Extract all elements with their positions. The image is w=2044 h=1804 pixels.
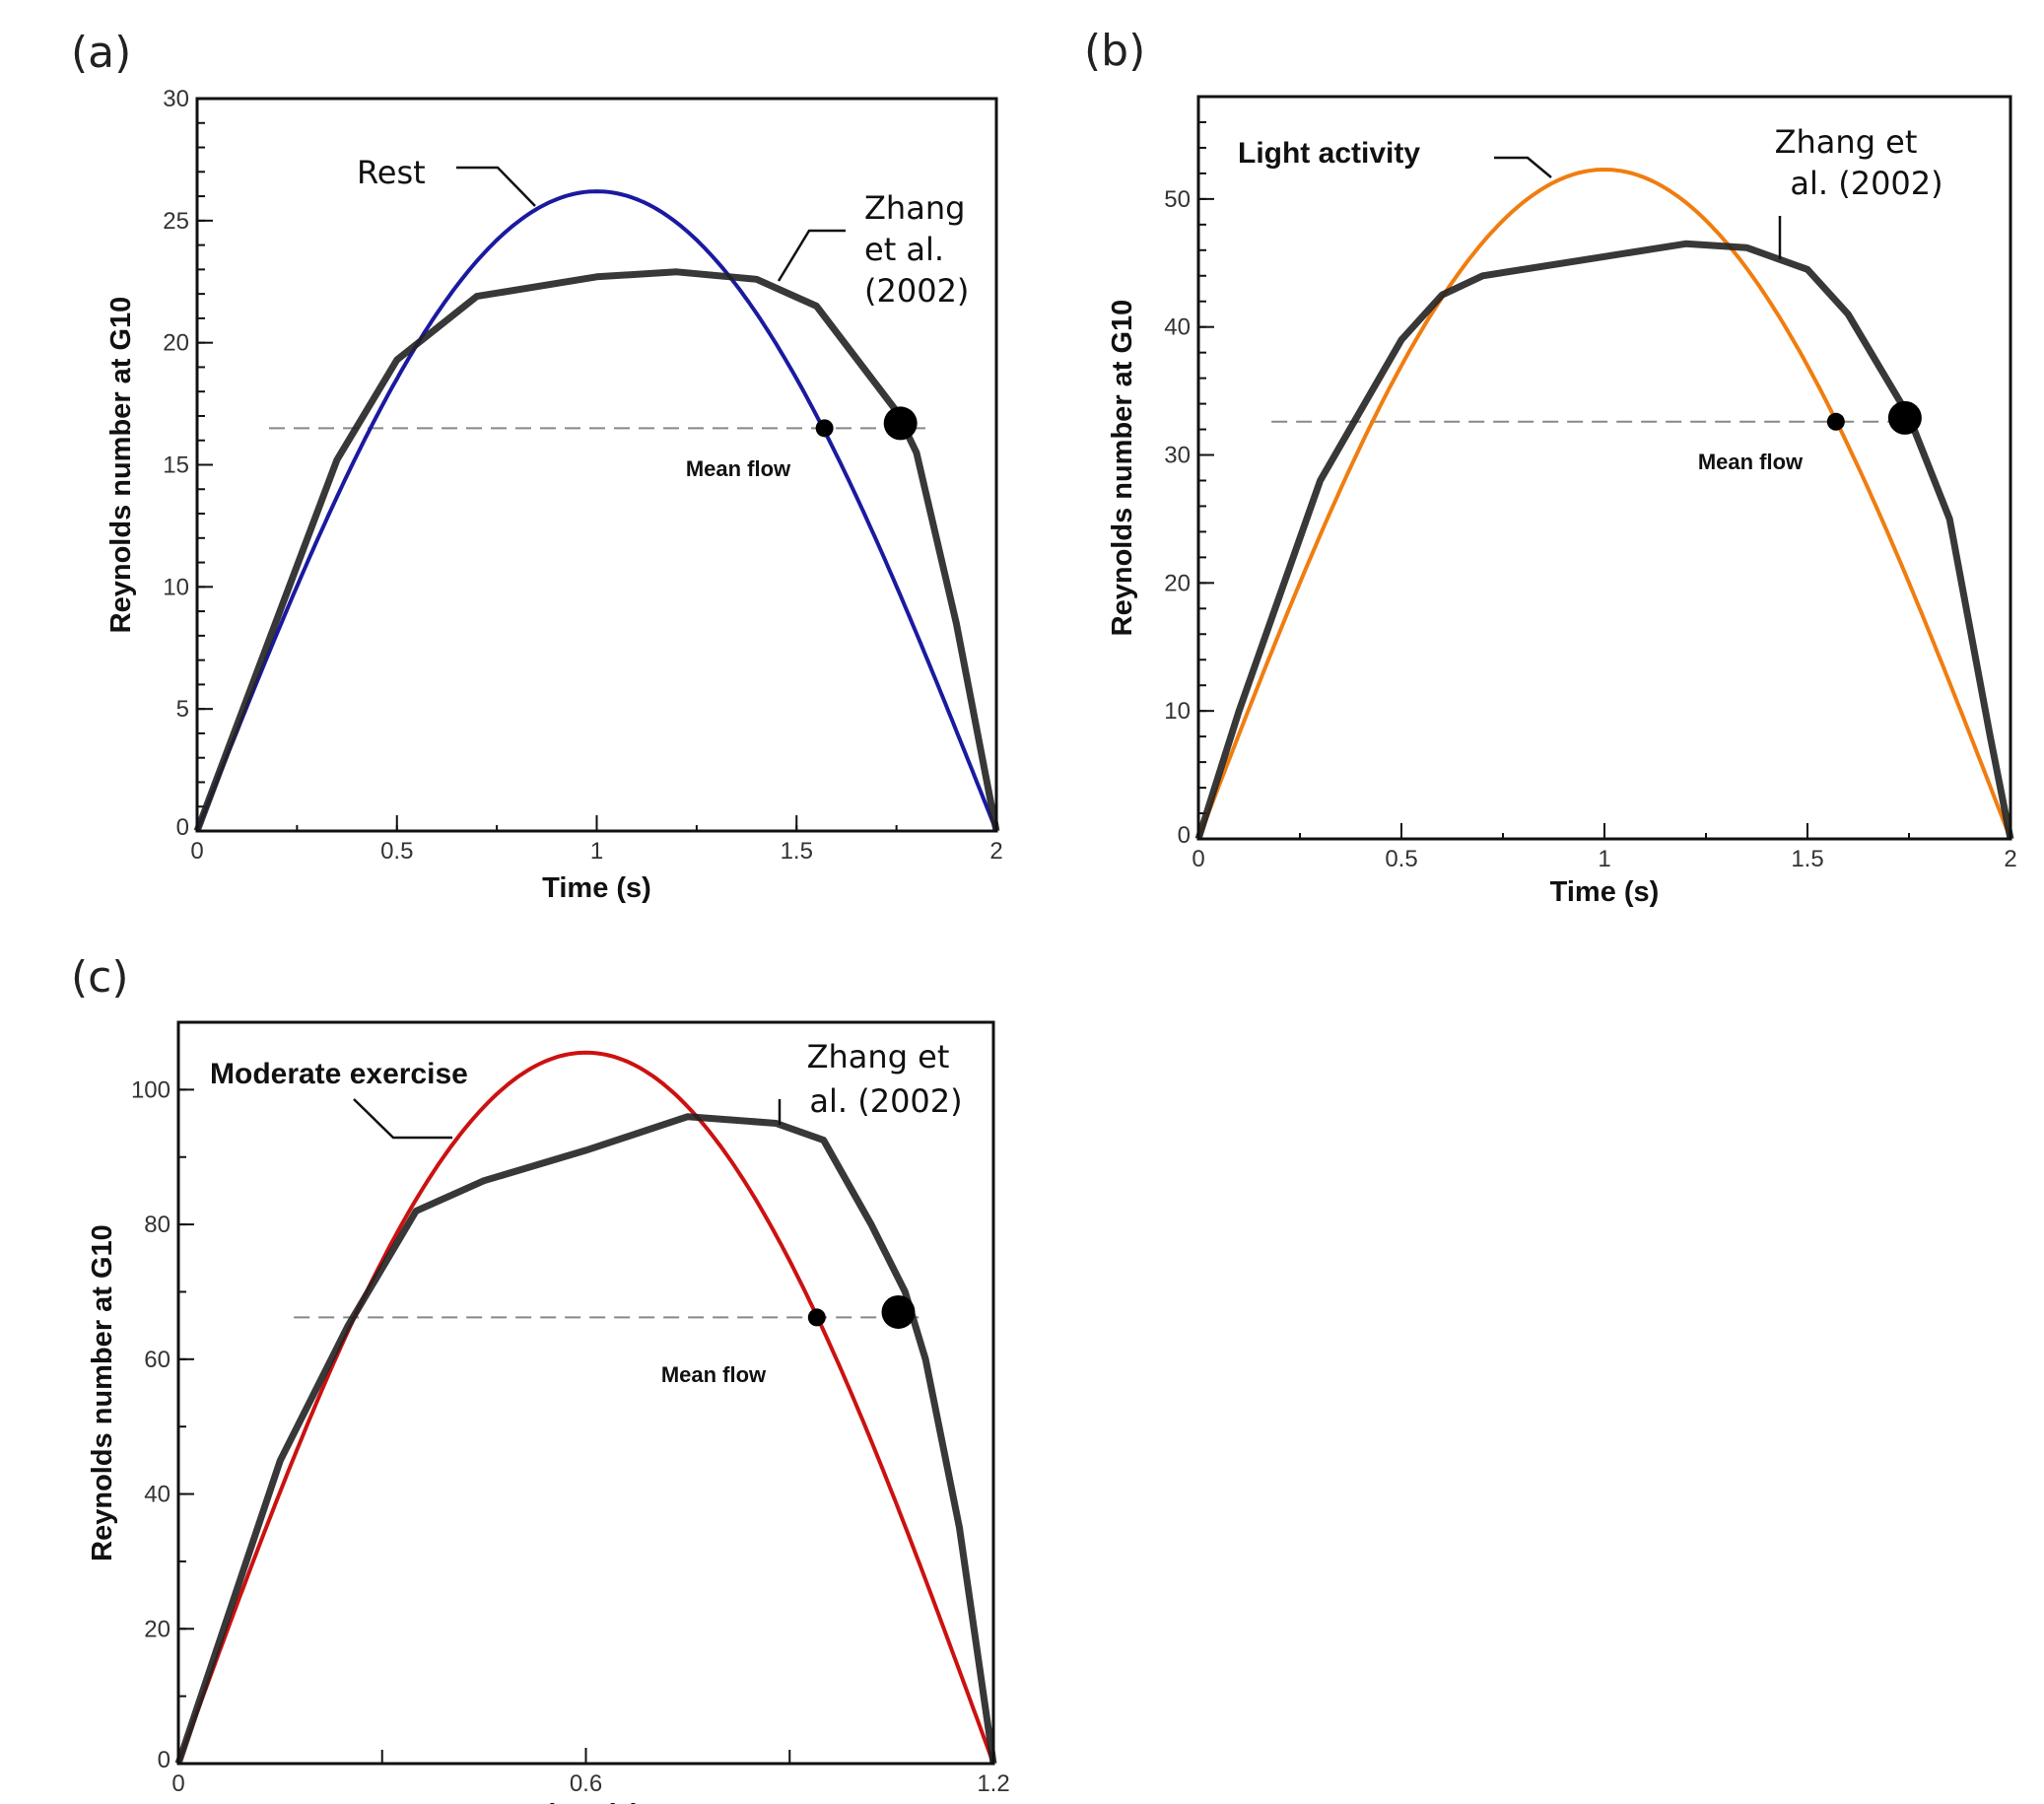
model-curve-rest [195, 189, 998, 832]
x-tick-label: 0 [171, 1770, 184, 1797]
y-tick-label: 20 [144, 1616, 170, 1642]
zhang-annotation: et al. [864, 231, 944, 268]
x-tick-label: 0.6 [570, 1770, 602, 1797]
mean-flow-model-dot [807, 1308, 826, 1327]
y-tick-label: 20 [163, 330, 189, 357]
y-tick-label: 10 [163, 574, 189, 600]
y-tick-label: 80 [144, 1212, 170, 1238]
x-tick-label: 0 [1192, 846, 1204, 872]
x-axis-label: Time (s) [531, 1799, 641, 1804]
model-leader-line [1494, 156, 1552, 178]
y-tick-label: 60 [144, 1347, 170, 1373]
panel-label: (c) [71, 952, 129, 1003]
model-annotation: Moderate exercise [210, 1058, 468, 1090]
mean-flow-label: Mean flow [1698, 450, 1804, 474]
x-tick-label: 1 [590, 838, 603, 865]
x-tick-label: 1.5 [1791, 846, 1823, 872]
y-tick-label: 10 [1164, 698, 1191, 725]
plot-frame [195, 97, 998, 833]
x-axis-label: Time (s) [1550, 876, 1660, 908]
model-curve-light-activity [1196, 167, 2012, 840]
y-tick-label: 40 [144, 1482, 170, 1508]
zhang-annotation: (2002) [864, 272, 969, 310]
y-tick-label: 100 [131, 1076, 170, 1103]
panel-c: (c) 0 20 40 60 80 100 0 0.6 1.2 Time (s) Reynolds n… [71, 952, 1010, 1804]
y-tick-label: 0 [1178, 822, 1191, 849]
zhang-curve [193, 268, 1000, 833]
mean-flow-model-dot [1826, 412, 1845, 431]
zhang-leader-line [777, 229, 846, 282]
zhang-curve [174, 1113, 997, 1766]
zhang-annotation: Zhang et [1775, 123, 1918, 161]
y-tick-label: 20 [1164, 570, 1191, 596]
x-tick-label: 2 [989, 838, 1002, 865]
mean-flow-label: Mean flow [686, 456, 791, 481]
model-annotation: Rest [357, 154, 426, 191]
y-axis-label: Reynolds number at G10 [87, 1224, 118, 1561]
y-tick-label: 30 [163, 86, 189, 112]
model-curve-moderate-exercise [176, 1050, 995, 1765]
panel-label: (b) [1084, 26, 1145, 76]
zhang-annotation: Zhang et [807, 1038, 950, 1075]
x-tick-label: 1.5 [781, 838, 813, 865]
x-tick-label: 0 [190, 838, 203, 865]
zhang-annotation: al. (2002) [809, 1082, 962, 1120]
y-axis-label: Reynolds number at G10 [1107, 300, 1138, 637]
panel-a: (a) 0 5 10 15 20 25 30 0 0.5 1 1.5 2 Time (s) Reynolds… [71, 28, 1003, 904]
x-tick-label: 1.2 [977, 1770, 1009, 1797]
x-tick-label: 0.5 [380, 838, 413, 865]
mean-flow-model-dot [815, 419, 834, 438]
y-tick-label: 30 [1164, 443, 1191, 469]
zhang-annotation: Zhang [864, 189, 965, 227]
panel-label: (a) [71, 28, 131, 78]
mean-flow-zhang-dot [883, 406, 918, 441]
model-annotation: Light activity [1238, 137, 1420, 170]
panel-b: (b) 0 10 20 30 40 50 0 0.5 1 1.5 2 Time (s) Reynolds … [1084, 26, 2017, 908]
plot-frame [176, 1020, 995, 1766]
zhang-curve [1194, 240, 2014, 841]
mean-flow-zhang-dot [881, 1294, 916, 1329]
model-leader-line [456, 166, 536, 207]
y-tick-label: 5 [176, 696, 189, 723]
x-tick-label: 1 [1598, 846, 1610, 872]
y-tick-label: 0 [176, 814, 189, 841]
x-tick-label: 0.5 [1385, 846, 1417, 872]
y-tick-label: 50 [1164, 186, 1191, 213]
zhang-annotation: al. (2002) [1790, 165, 1942, 202]
y-axis-label: Reynolds number at G10 [105, 297, 137, 634]
plot-frame [1196, 95, 2012, 841]
y-tick-label: 15 [163, 452, 189, 479]
y-tick-label: 40 [1164, 314, 1191, 341]
x-axis-label: Time (s) [542, 872, 651, 904]
model-leader-line [353, 1098, 452, 1140]
mean-flow-label: Mean flow [661, 1362, 767, 1387]
y-tick-label: 0 [158, 1747, 170, 1773]
y-tick-label: 25 [163, 208, 189, 235]
mean-flow-zhang-dot [1887, 400, 1922, 435]
x-tick-label: 2 [2004, 846, 2016, 872]
